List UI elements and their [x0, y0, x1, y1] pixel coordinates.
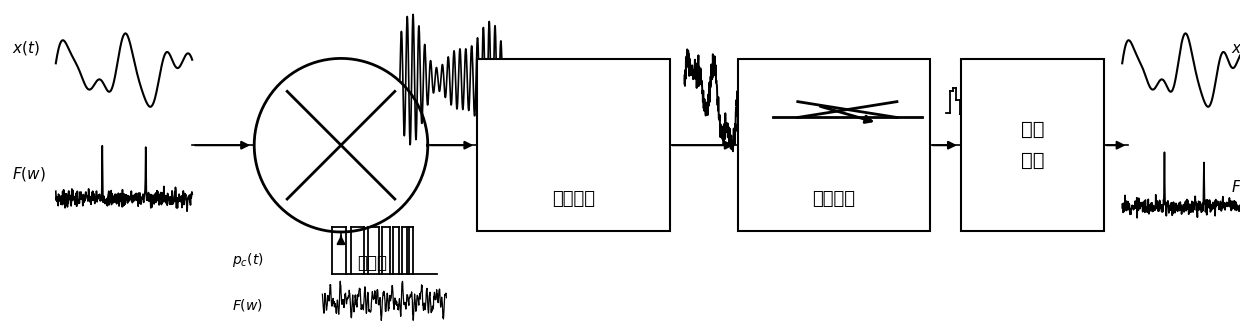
Bar	[738, 59, 930, 231]
Text: $p_c(t)$: $p_c(t)$	[232, 251, 264, 269]
Bar	[477, 59, 670, 231]
Text: 信号
重构: 信号 重构	[1021, 120, 1044, 170]
Text: $F(w)$: $F(w)$	[1231, 178, 1240, 196]
Text: $x(t)$: $x(t)$	[1231, 39, 1240, 57]
Text: 乘法器: 乘法器	[357, 254, 387, 272]
Text: $x(t)$: $x(t)$	[12, 39, 41, 57]
Text: 低通滤波: 低通滤波	[552, 190, 595, 208]
Text: 均匀采样: 均匀采样	[812, 190, 856, 208]
Text: $F(w)$: $F(w)$	[232, 297, 263, 313]
Text: $F(w)$: $F(w)$	[12, 165, 46, 183]
Bar	[961, 59, 1104, 231]
